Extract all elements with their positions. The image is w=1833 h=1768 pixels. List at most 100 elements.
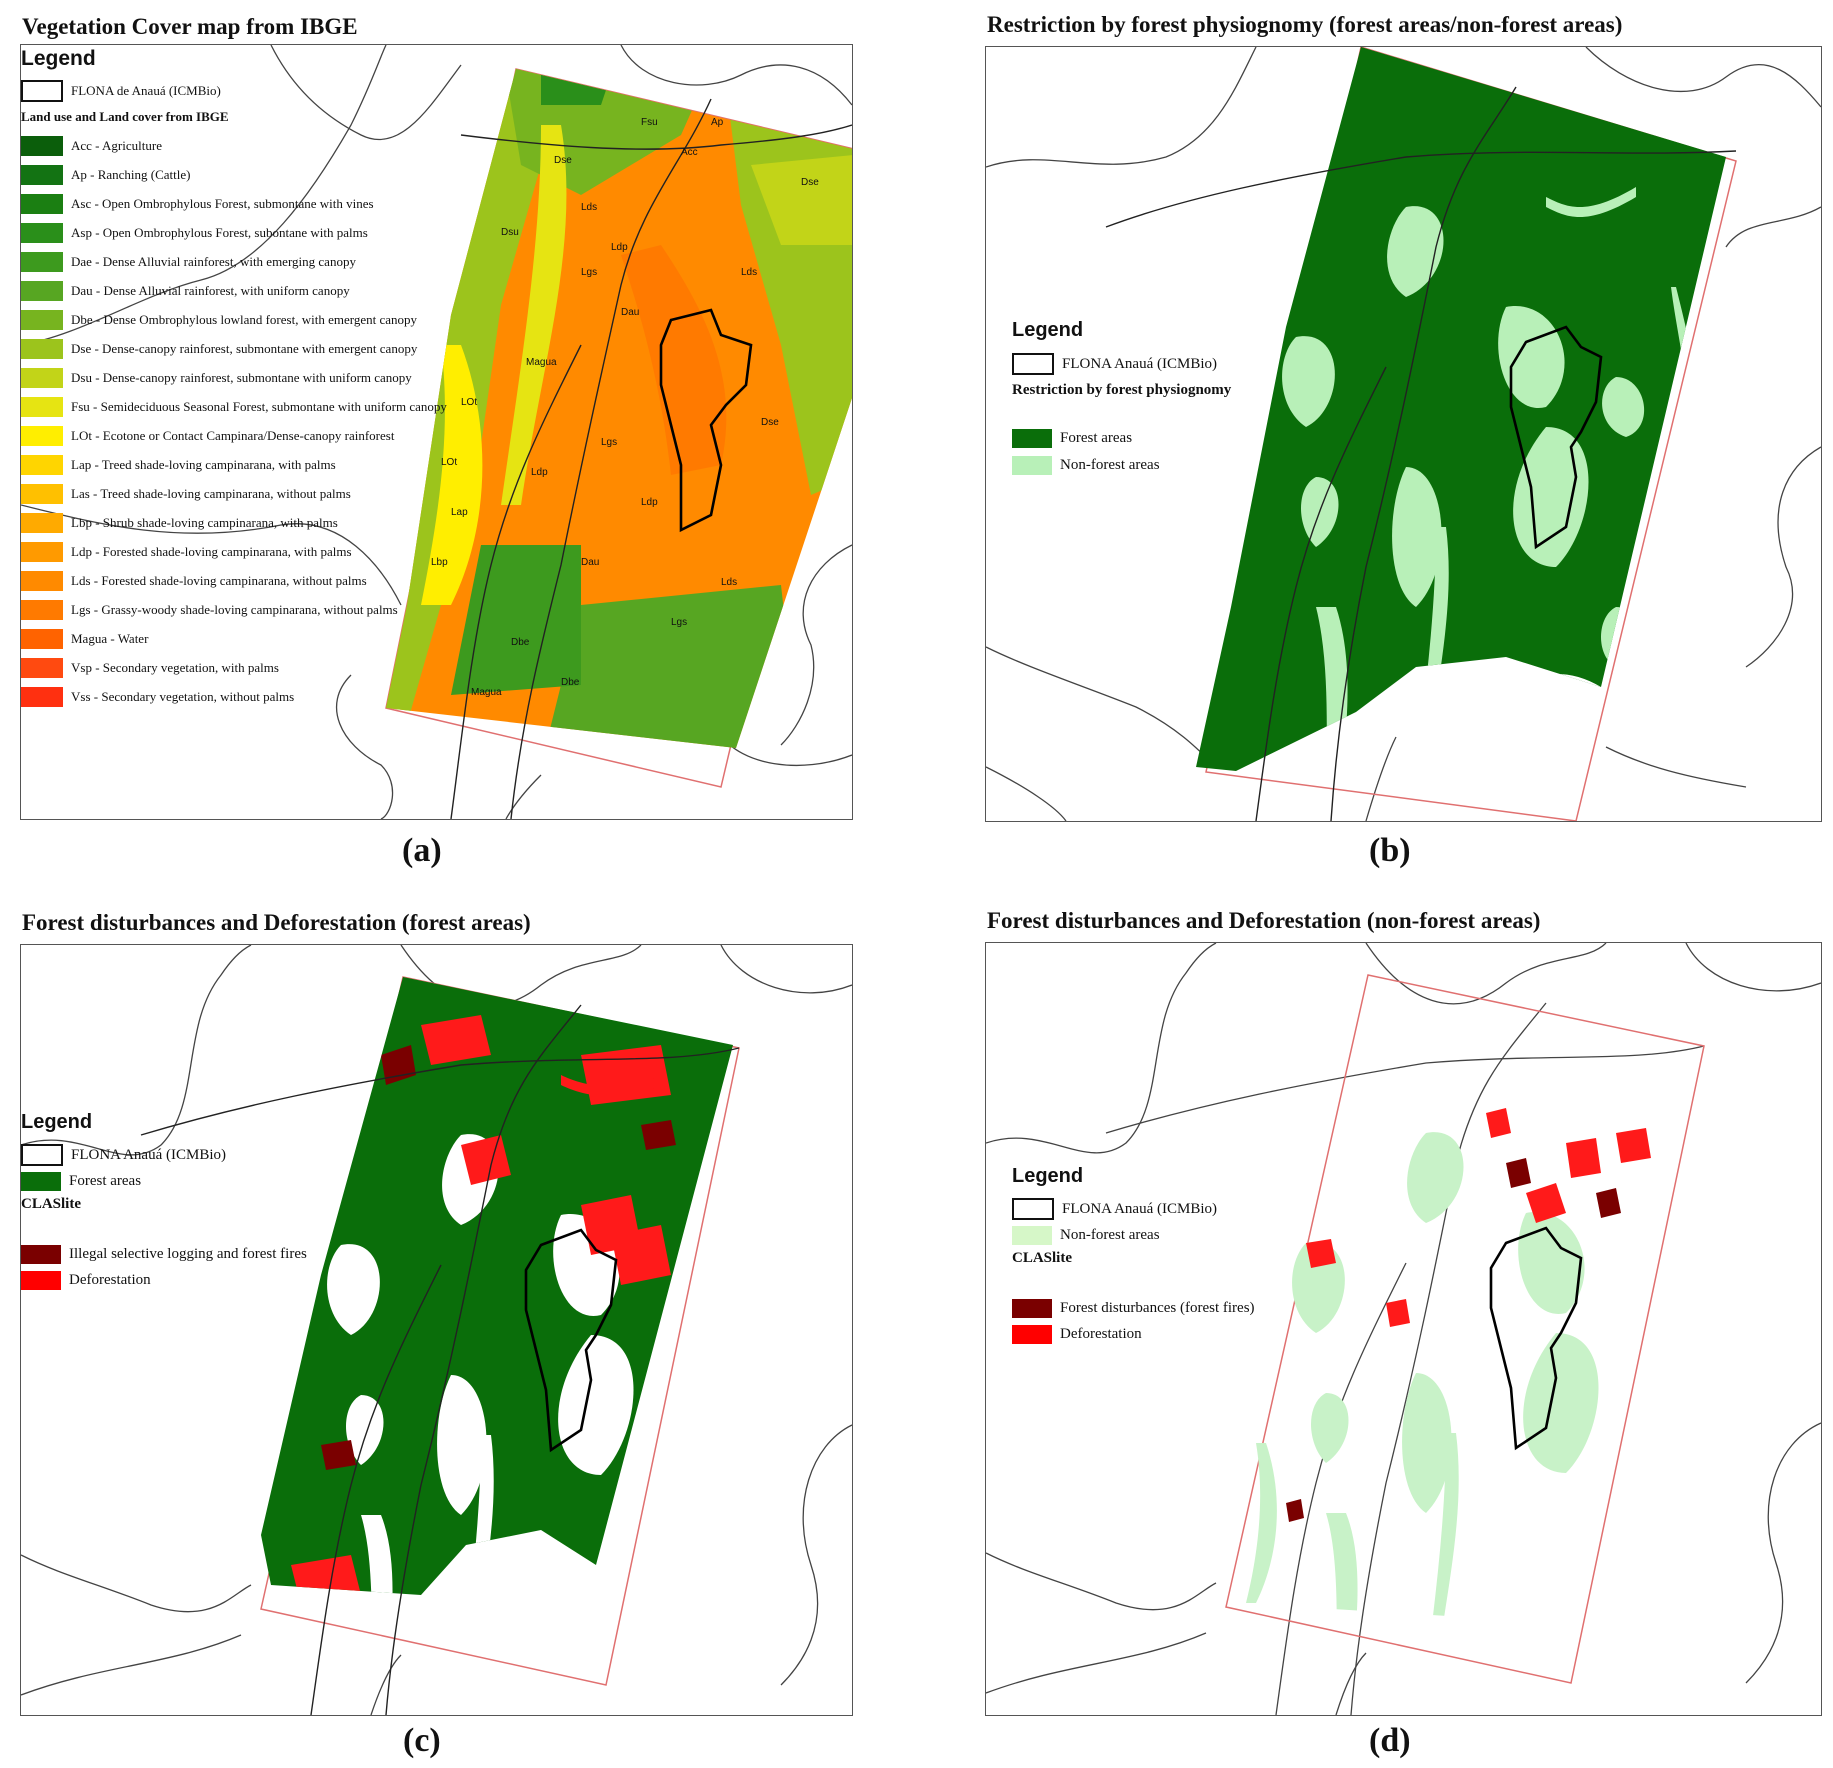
- map-label: LOt: [461, 397, 477, 408]
- legend-row-3: Asp - Open Ombrophylous Forest, subontan…: [21, 218, 447, 247]
- legend-label: Lds - Forested shade-loving campinarana,…: [71, 572, 367, 588]
- map-label: Magua: [471, 687, 502, 698]
- legend-swatch: [21, 686, 63, 707]
- legend-swatch: [1012, 1225, 1052, 1245]
- legend-label: Dse - Dense-canopy rainforest, submontan…: [71, 340, 418, 356]
- legend-swatch: [21, 135, 63, 156]
- map-label: Ap: [711, 117, 724, 128]
- legend-label: Dsu - Dense-canopy rainforest, submontan…: [71, 369, 412, 385]
- legend-row-forest: Forest areas: [1012, 425, 1231, 452]
- legend-label: Illegal selective logging and forest fir…: [69, 1245, 307, 1262]
- panel-a-map: Dse Lds Ldp Lgs Dau Dsu Magua LOt Dbe La…: [20, 44, 853, 820]
- map-label: Ldp: [611, 242, 628, 253]
- panel-d-legend: Legend FLONA Anauá (ICMBio) Non-forest a…: [1012, 1165, 1255, 1347]
- legend-swatch: [21, 367, 63, 388]
- legend-swatch: [21, 338, 63, 359]
- legend-label: Dau - Dense Alluvial rainforest, with un…: [71, 282, 350, 298]
- panel-b-map: Legend FLONA Anauá (ICMBio) Restriction …: [985, 46, 1822, 822]
- legend-row-16: Lgs - Grassy-woody shade-loving campinar…: [21, 595, 447, 624]
- panel-c-legend: Legend FLONA Anauá (ICMBio) Forest areas…: [21, 1111, 307, 1293]
- map-label: Lds: [721, 577, 737, 588]
- legend-swatch: [1012, 1298, 1052, 1318]
- legend-row-7: Dse - Dense-canopy rainforest, submontan…: [21, 334, 447, 363]
- legend-row-13: Lbp - Shrub shade-loving campinarana, wi…: [21, 508, 447, 537]
- legend-label: Acc - Agriculture: [71, 137, 162, 153]
- map-label: Lgs: [601, 437, 617, 448]
- legend-swatch: [21, 628, 63, 649]
- legend-row-nonforest: Non-forest areas: [1012, 1222, 1255, 1248]
- legend-label: Vss - Secondary vegetation, without palm…: [71, 688, 295, 704]
- legend-swatch: [21, 1244, 61, 1264]
- legend-swatch: [21, 280, 63, 301]
- map-label: Acc: [681, 147, 698, 158]
- legend-row-0: Acc - Agriculture: [21, 131, 447, 160]
- map-label: Dse: [761, 417, 779, 428]
- legend-heading: Legend: [21, 47, 96, 70]
- legend-swatch: [1012, 456, 1052, 475]
- legend-row-deforestation: Deforestation: [21, 1267, 307, 1293]
- boundary-swatch: [1012, 1198, 1054, 1220]
- legend-row-forest: Forest areas: [21, 1168, 307, 1194]
- legend-label: Dbe - Dense Ombrophylous lowland forest,…: [71, 311, 417, 327]
- legend-subheading: CLASlite: [21, 1196, 81, 1212]
- legend-row-12: Las - Treed shade-loving campinarana, wi…: [21, 479, 447, 508]
- legend-subheading: Land use and Land cover from IBGE: [21, 109, 229, 124]
- legend-label: Non-forest areas: [1060, 457, 1160, 473]
- legend-row-18: Vsp - Secondary vegetation, with palms: [21, 653, 447, 682]
- legend-swatch: [21, 570, 63, 591]
- legend-label: FLONA de Anauá (ICMBio): [71, 83, 221, 98]
- legend-row-5: Dau - Dense Alluvial rainforest, with un…: [21, 276, 447, 305]
- panel-b-title: Restriction by forest physiognomy (fores…: [987, 12, 1623, 37]
- legend-row-17: Magua - Water: [21, 624, 447, 653]
- legend-row-14: Ldp - Forested shade-loving campinarana,…: [21, 537, 447, 566]
- legend-swatch: [21, 396, 63, 417]
- legend-label: Las - Treed shade-loving campinarana, wi…: [71, 485, 351, 501]
- legend-label: Lap - Treed shade-loving campinarana, wi…: [71, 456, 336, 472]
- legend-heading: Legend: [1012, 1165, 1084, 1187]
- legend-subheading: CLASlite: [1012, 1250, 1072, 1266]
- legend-swatch: [1012, 429, 1052, 448]
- legend-swatch: [21, 425, 63, 446]
- legend-swatch: [21, 512, 63, 533]
- legend-label: FLONA Anauá (ICMBio): [1062, 1200, 1217, 1217]
- legend-row-19: Vss - Secondary vegetation, without palm…: [21, 682, 447, 711]
- map-label: Lds: [741, 267, 757, 278]
- map-label: Lds: [581, 202, 597, 213]
- map-label: Lap: [451, 507, 468, 518]
- legend-row-6: Dbe - Dense Ombrophylous lowland forest,…: [21, 305, 447, 334]
- legend-row-logging: Illegal selective logging and forest fir…: [21, 1241, 307, 1267]
- legend-label: Asc - Open Ombrophylous Forest, submonta…: [71, 195, 374, 211]
- map-label: Dau: [581, 557, 599, 568]
- legend-label: Non-forest areas: [1060, 1226, 1160, 1243]
- legend-swatch: [21, 193, 63, 214]
- legend-label: Lgs - Grassy-woody shade-loving campinar…: [71, 601, 398, 617]
- panel-c-caption: (c): [403, 1722, 441, 1759]
- map-label: Ldp: [641, 497, 658, 508]
- panel-b-caption: (b): [1369, 832, 1411, 869]
- legend-label: Ap - Ranching (Cattle): [71, 166, 191, 182]
- legend-swatch: [21, 222, 63, 243]
- map-label: Ldp: [531, 467, 548, 478]
- map-label: Lgs: [671, 617, 687, 628]
- legend-swatch: [21, 454, 63, 475]
- legend-swatch: [1012, 1324, 1052, 1344]
- legend-heading: Legend: [21, 1111, 93, 1133]
- legend-row-boundary: FLONA Anauá (ICMBio): [21, 1142, 307, 1168]
- legend-row-4: Dae - Dense Alluvial rainforest, with em…: [21, 247, 447, 276]
- legend-swatch: [21, 541, 63, 562]
- panel-a-caption: (a): [402, 832, 442, 869]
- boundary-swatch: [1012, 353, 1054, 375]
- map-label: Fsu: [641, 117, 658, 128]
- legend-label: Dae - Dense Alluvial rainforest, with em…: [71, 253, 356, 269]
- legend-heading: Legend: [1012, 319, 1084, 341]
- legend-swatch: [21, 1270, 61, 1290]
- legend-row-11: Lap - Treed shade-loving campinarana, wi…: [21, 450, 447, 479]
- legend-swatch: [21, 164, 63, 185]
- map-label: Dbe: [561, 677, 580, 688]
- legend-row-10: LOt - Ecotone or Contact Campinara/Dense…: [21, 421, 447, 450]
- map-label: Lbp: [431, 557, 448, 568]
- legend-row-9: Fsu - Semideciduous Seasonal Forest, sub…: [21, 392, 447, 421]
- panel-a-title: Vegetation Cover map from IBGE: [22, 14, 358, 39]
- map-label: Dbe: [511, 637, 530, 648]
- legend-label: Forest areas: [1060, 430, 1133, 446]
